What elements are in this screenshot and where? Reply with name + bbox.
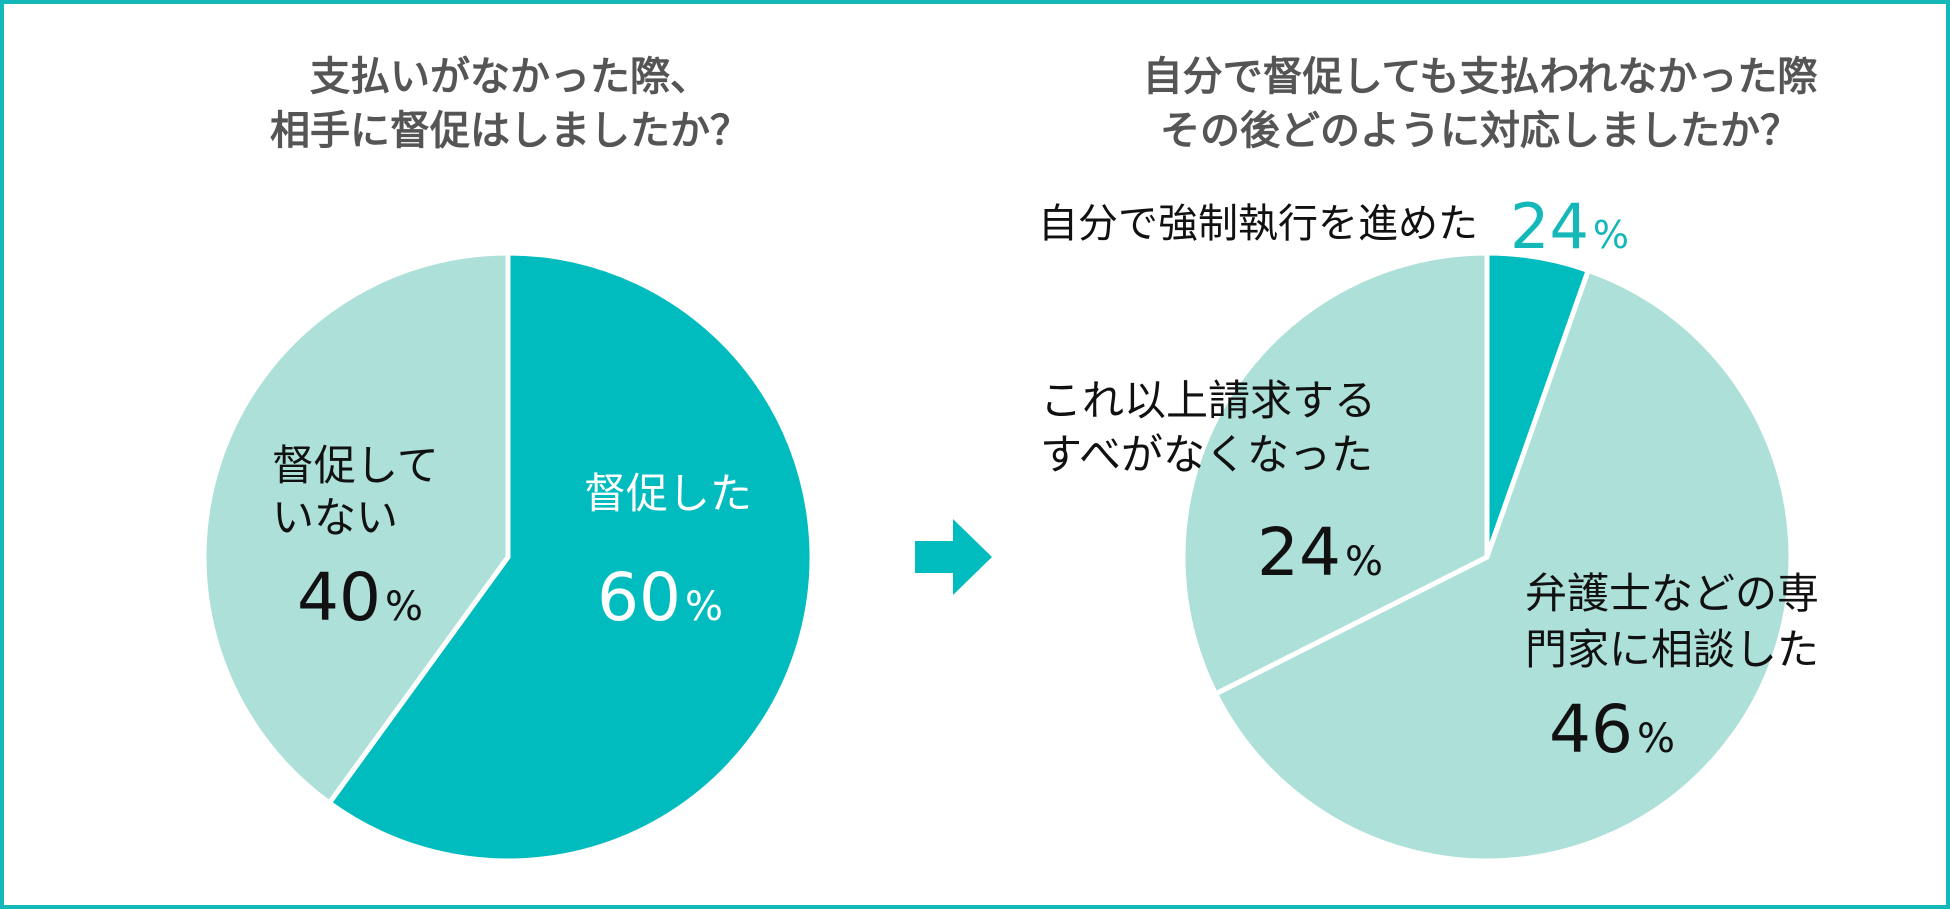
chart-1-slice-1-label: 督促した <box>584 469 752 518</box>
chart-2-slice-3-value: 24% <box>1257 514 1383 591</box>
chart-2-slice-1-value: 24% <box>1510 190 1629 263</box>
chart-1-slice-1-value: 60% <box>597 559 723 636</box>
chart-2-slice-3-value-number: 24 <box>1257 514 1341 591</box>
chart-2-slice-2-value-number: 46 <box>1549 691 1633 768</box>
chart-1-slice-2-label-line-1: 督促して <box>272 441 439 490</box>
chart-1-title-line-2: 相手に督促はしましたか？ <box>270 108 750 154</box>
chart-2-title-line-1: 自分で督促しても支払われなかった際 <box>1142 54 1818 100</box>
chart-1-slice-2-value-unit: % <box>385 584 423 630</box>
chart-2-slice-2 <box>1213 267 1794 864</box>
chart-2-slice-1-value-number: 24 <box>1510 190 1589 263</box>
chart-1-slice-2-label-line-2: いない <box>272 493 398 542</box>
chart-2-slice-3 <box>1180 250 1490 697</box>
chart-1-slice-2-value-number: 40 <box>297 559 381 636</box>
chart-1-slice-1-value-unit: % <box>685 584 723 630</box>
chart-1-slice-2-value: 40% <box>297 559 423 636</box>
chart-2-slice-2-value-unit: % <box>1637 716 1675 762</box>
chart-2-slice-3-label-line-1: これ以上請求する <box>1040 376 1376 425</box>
chart-2-slice-1-label: 自分で強制執行を進めた <box>1038 201 1478 247</box>
chart-2-title: 自分で督促しても支払われなかった際 その後どのように対応しましたか？ <box>1080 50 1880 158</box>
chart-2-slice-3-value-unit: % <box>1345 539 1383 585</box>
chart-2-slice-2-label-line-1: 弁護士などの専 <box>1525 569 1819 618</box>
chart-1-slice-1-value-number: 60 <box>597 559 681 636</box>
chart-2-title-line-2: その後どのように対応しましたか？ <box>1160 108 1800 154</box>
chart-2-slice-2-label-line-2: 門家に相談した <box>1525 625 1819 674</box>
right-arrow-icon <box>915 519 992 595</box>
chart-2-slice-1-value-unit: % <box>1593 213 1629 257</box>
chart-1-slice-2 <box>201 250 511 806</box>
chart-1-title-line-1: 支払いがなかった際、 <box>310 54 710 100</box>
pie-chart-2 <box>1180 250 1794 864</box>
chart-1-slice-1 <box>326 250 815 864</box>
chart-2-slice-3-label-line-2: すべがなくなった <box>1040 430 1373 479</box>
chart-1-title: 支払いがなかった際、 相手に督促はしましたか？ <box>150 50 870 158</box>
chart-2-slice-2-value: 46% <box>1549 691 1675 768</box>
pie-chart-1 <box>201 250 815 864</box>
